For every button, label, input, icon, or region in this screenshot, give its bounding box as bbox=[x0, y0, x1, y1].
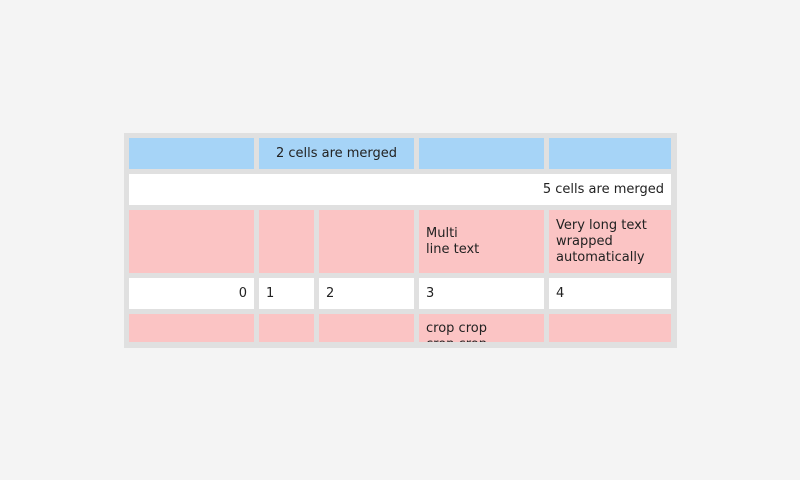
table-cell[interactable] bbox=[129, 210, 254, 273]
table-cell[interactable]: Multi line text bbox=[419, 210, 544, 273]
table-cell[interactable]: 0 bbox=[129, 278, 254, 309]
cell-text: 0 bbox=[238, 285, 247, 301]
cell-text: 5 cells are merged bbox=[542, 181, 664, 197]
cell-text: 1 bbox=[266, 285, 275, 301]
cell-text: 4 bbox=[556, 285, 565, 301]
table-cell[interactable] bbox=[549, 314, 671, 342]
table-cell[interactable]: 2 bbox=[319, 278, 414, 309]
table-cell[interactable] bbox=[129, 314, 254, 342]
table-cell[interactable] bbox=[129, 138, 254, 169]
table-cell[interactable] bbox=[419, 138, 544, 169]
table-cell[interactable] bbox=[549, 138, 671, 169]
cell-text: 2 bbox=[326, 285, 335, 301]
cell-text: 3 bbox=[426, 285, 435, 301]
table: 2 cells are merged 5 cells are merged Mu… bbox=[124, 133, 677, 348]
table-cell[interactable] bbox=[319, 210, 414, 273]
table-cell[interactable]: 1 bbox=[259, 278, 314, 309]
cell-text: 2 cells are merged bbox=[275, 145, 398, 161]
table-cell[interactable]: 3 bbox=[419, 278, 544, 309]
table-cell[interactable] bbox=[259, 210, 314, 273]
table-cell[interactable]: crop crop crop crop bbox=[419, 314, 544, 342]
table-cell[interactable]: 4 bbox=[549, 278, 671, 309]
table-cell[interactable]: 2 cells are merged bbox=[259, 138, 414, 169]
cell-text: crop crop crop crop bbox=[426, 321, 487, 342]
table-cell[interactable]: Very long text wrapped automatically bbox=[549, 210, 671, 273]
cell-text: Very long text wrapped automatically bbox=[556, 217, 647, 265]
table-cell[interactable]: 5 cells are merged bbox=[129, 174, 671, 205]
table-cell[interactable] bbox=[319, 314, 414, 342]
table-cell[interactable] bbox=[259, 314, 314, 342]
cell-text: Multi line text bbox=[426, 225, 480, 257]
